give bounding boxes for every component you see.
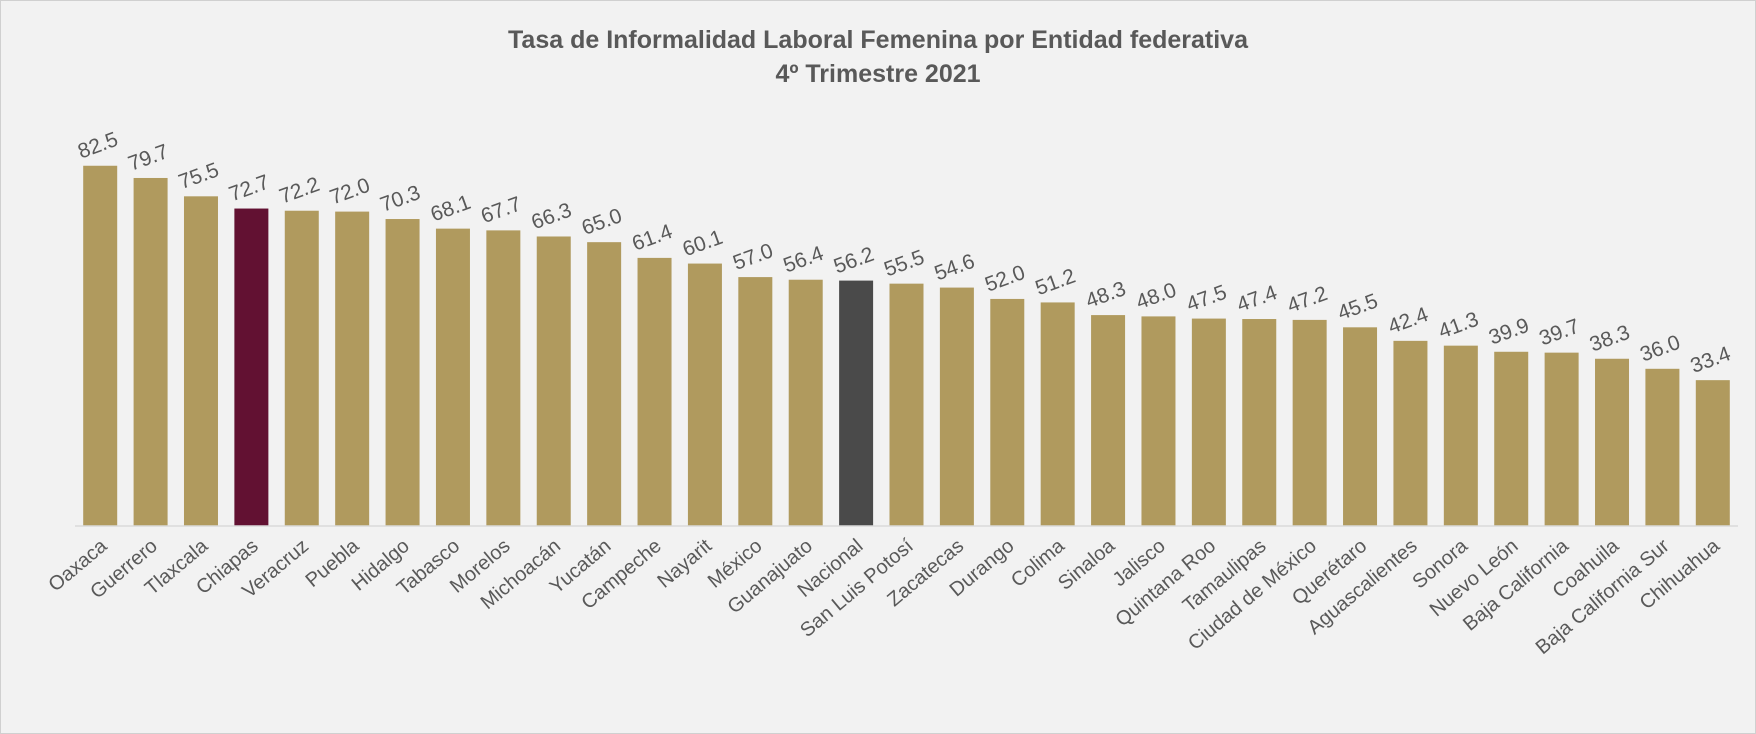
chart-title: Tasa de Informalidad Laboral Femenina po… xyxy=(508,26,1249,54)
bar xyxy=(788,279,823,526)
bar xyxy=(1494,351,1529,526)
bar xyxy=(687,263,722,526)
bar xyxy=(183,196,218,527)
bar xyxy=(1292,319,1327,526)
bar xyxy=(1544,352,1579,526)
bar xyxy=(990,298,1025,526)
bar xyxy=(486,230,521,527)
bar xyxy=(133,177,168,526)
bar xyxy=(1595,358,1630,526)
chart-subtitle: 4º Trimestre 2021 xyxy=(775,60,980,88)
bar xyxy=(1443,345,1478,526)
bar xyxy=(1343,327,1378,526)
bar xyxy=(939,287,974,526)
bar xyxy=(385,219,420,527)
bar xyxy=(1040,302,1075,526)
bar xyxy=(234,208,269,526)
bar xyxy=(1645,368,1680,526)
bar xyxy=(889,283,924,526)
bar xyxy=(738,277,773,526)
bar xyxy=(587,242,622,526)
bar xyxy=(1695,380,1730,526)
bar xyxy=(1141,316,1176,526)
bar xyxy=(1393,340,1428,526)
bar xyxy=(1242,319,1277,526)
bar xyxy=(1091,315,1126,526)
bar xyxy=(637,257,672,526)
bar xyxy=(839,280,874,526)
bar xyxy=(536,236,571,527)
bar xyxy=(435,228,470,526)
bar xyxy=(284,210,319,526)
bar xyxy=(1191,318,1226,526)
bar xyxy=(83,165,118,526)
bar xyxy=(335,211,370,526)
